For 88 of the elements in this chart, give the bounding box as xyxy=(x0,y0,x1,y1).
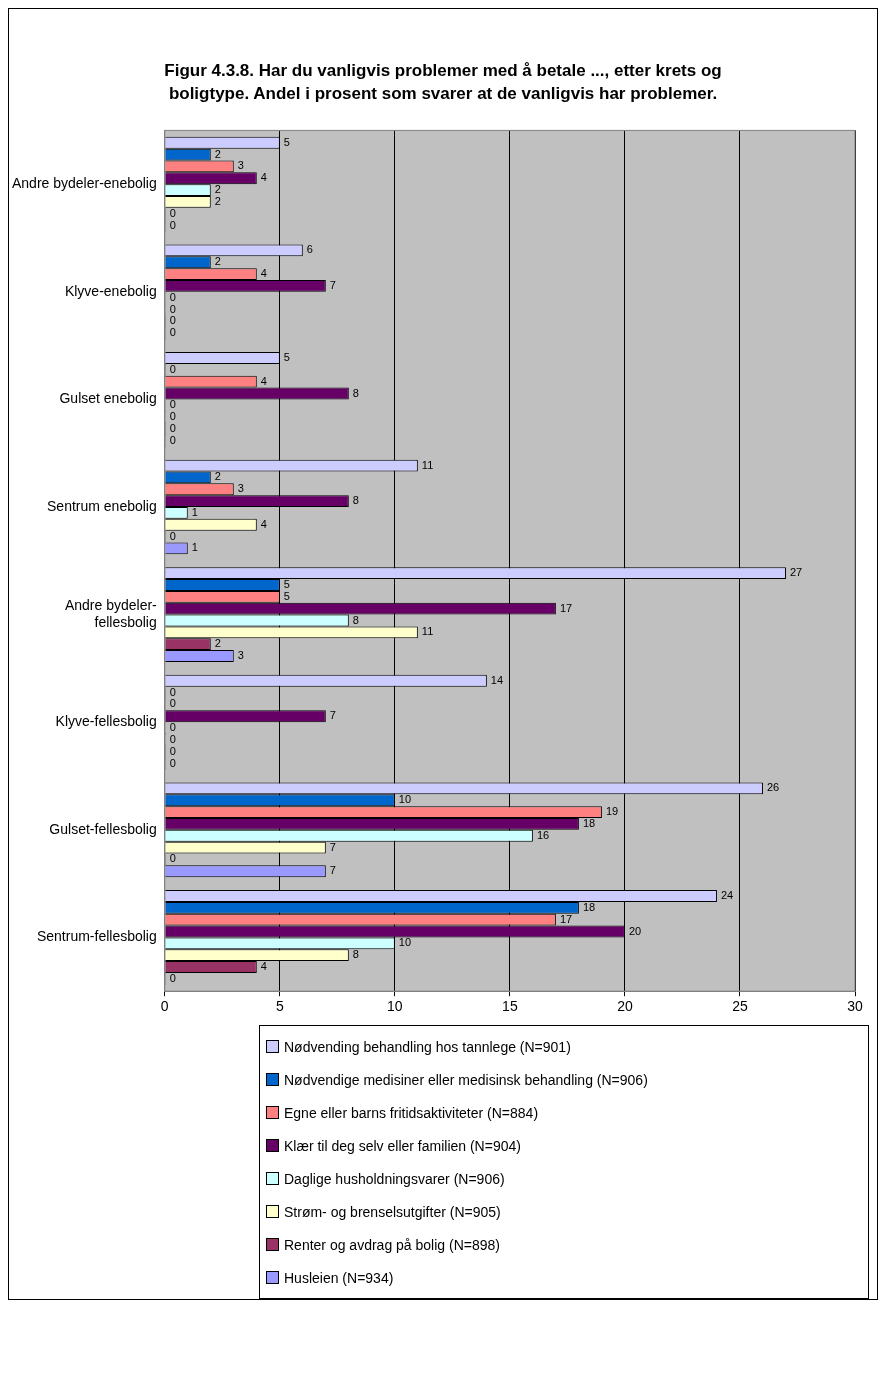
data-label: 19 xyxy=(605,805,619,818)
x-tick-label: 10 xyxy=(387,998,403,1015)
data-label: 2 xyxy=(214,194,221,207)
y-tick-label: Gulset-fellesbolig xyxy=(49,820,157,837)
data-label: 0 xyxy=(169,732,176,745)
data-label: 17 xyxy=(559,601,573,614)
data-label: 8 xyxy=(352,948,359,961)
y-tick-label: Andre bydeler-enebolig xyxy=(12,175,157,192)
x-tick-label: 15 xyxy=(502,998,518,1015)
data-label: 0 xyxy=(169,744,176,757)
data-label: 4 xyxy=(260,960,267,973)
data-label: 24 xyxy=(720,889,734,902)
data-label: 11 xyxy=(421,625,434,638)
y-tick-label: Klyve-fellesbolig xyxy=(55,713,157,730)
data-label: 18 xyxy=(582,900,596,913)
data-label: 4 xyxy=(260,171,267,184)
data-label: 14 xyxy=(490,673,504,686)
data-label: 11 xyxy=(421,458,434,471)
data-label: 0 xyxy=(169,971,176,984)
data-label: 1 xyxy=(191,505,198,518)
data-label: 3 xyxy=(237,649,244,662)
data-label: 0 xyxy=(169,326,176,339)
data-label: 10 xyxy=(398,793,412,806)
legend-label: Klær til deg selv eller familien (N=904) xyxy=(284,1137,521,1154)
data-label: 0 xyxy=(169,852,176,865)
data-label: 2 xyxy=(214,147,221,160)
data-label: 0 xyxy=(169,721,176,734)
data-label: 4 xyxy=(260,374,267,387)
data-label: 0 xyxy=(169,398,176,411)
data-label: 4 xyxy=(260,267,267,280)
legend-label: Daglige husholdningsvarer (N=906) xyxy=(284,1170,505,1187)
data-label: 6 xyxy=(306,243,313,256)
y-tick-label: Andre bydeler-fellesbolig xyxy=(64,597,158,630)
data-label: 0 xyxy=(169,290,176,303)
x-tick-label: 30 xyxy=(847,998,863,1015)
data-label: 0 xyxy=(169,685,176,698)
data-label: 8 xyxy=(352,386,359,399)
data-label: 27 xyxy=(789,566,803,579)
data-label: 0 xyxy=(169,422,176,435)
data-label: 7 xyxy=(329,840,336,853)
legend-label: Egne eller barns fritidsaktiviteter (N=884) xyxy=(284,1104,539,1121)
y-tick-label: Sentrum enebolig xyxy=(47,497,157,514)
data-label: 8 xyxy=(352,613,359,626)
data-label: 2 xyxy=(214,470,221,483)
data-label: 0 xyxy=(169,756,176,769)
data-label: 5 xyxy=(283,135,290,148)
data-label: 0 xyxy=(169,529,176,542)
data-label: 1 xyxy=(191,541,198,554)
data-label: 20 xyxy=(628,924,642,937)
data-label: 3 xyxy=(237,159,244,172)
x-tick-label: 25 xyxy=(732,998,748,1015)
data-label: 7 xyxy=(329,709,336,722)
data-label: 5 xyxy=(283,589,290,602)
data-label: 0 xyxy=(169,206,176,219)
data-label: 5 xyxy=(283,351,290,364)
data-label: 2 xyxy=(214,255,221,268)
legend-label: Strøm- og brenselsutgifter (N=905) xyxy=(284,1203,501,1220)
data-label: 0 xyxy=(169,362,176,375)
data-label: 2 xyxy=(214,183,221,196)
data-label: 26 xyxy=(766,781,780,794)
legend-label: Nødvendige medisiner eller medisinsk behandling (N=906) xyxy=(284,1071,648,1088)
legend-label: Nødvending behandling hos tannlege (N=901) xyxy=(284,1038,571,1055)
data-label: 16 xyxy=(536,828,550,841)
legend-label: Husleien (N=934) xyxy=(284,1269,394,1286)
x-tick-label: 5 xyxy=(275,998,284,1015)
data-label: 8 xyxy=(352,494,359,507)
y-tick-label: Sentrum-fellesbolig xyxy=(36,928,157,945)
data-label: 4 xyxy=(260,517,267,530)
data-label: 10 xyxy=(398,936,412,949)
data-label: 0 xyxy=(169,433,176,446)
data-label: 5 xyxy=(283,578,290,591)
data-label: 0 xyxy=(169,302,176,315)
data-label: 0 xyxy=(169,410,176,423)
data-label: 17 xyxy=(559,912,573,925)
data-label: 0 xyxy=(169,697,176,710)
chart-title: Figur 4.3.8. Har du vanligvis problemer med å betale ..., etter krets og boligtype. Andel i prosent som svarer at de vanligvis har problemer. xyxy=(163,60,723,105)
y-tick-label: Gulset enebolig xyxy=(59,390,157,407)
y-tick-label: Klyve-enebolig xyxy=(64,282,157,299)
x-tick-label: 0 xyxy=(160,998,169,1015)
data-label: 3 xyxy=(237,482,244,495)
data-label: 0 xyxy=(169,218,176,231)
data-label: 7 xyxy=(329,278,336,291)
data-label: 2 xyxy=(214,637,221,650)
legend-label: Renter og avdrag på bolig (N=898) xyxy=(284,1236,500,1253)
data-label: 7 xyxy=(329,864,336,877)
data-label: 0 xyxy=(169,314,176,327)
x-tick-label: 20 xyxy=(617,998,633,1015)
data-label: 18 xyxy=(582,816,596,829)
